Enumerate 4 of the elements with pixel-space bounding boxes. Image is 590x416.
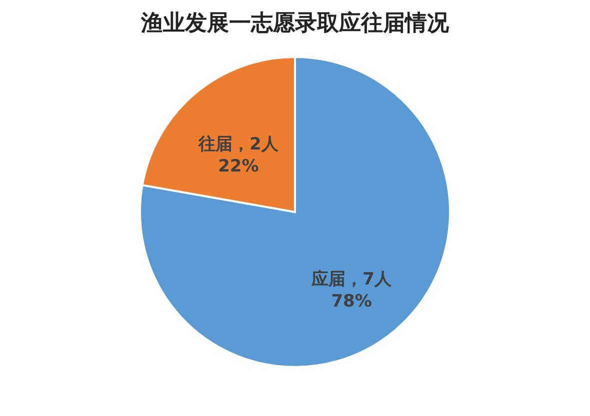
slice-label: 往届，2人 22% <box>198 134 280 177</box>
slice-label: 应届，7人 78% <box>310 269 392 312</box>
chart-title: 渔业发展一志愿录取应往届情况 <box>140 10 450 36</box>
pie-slice <box>139 56 451 368</box>
